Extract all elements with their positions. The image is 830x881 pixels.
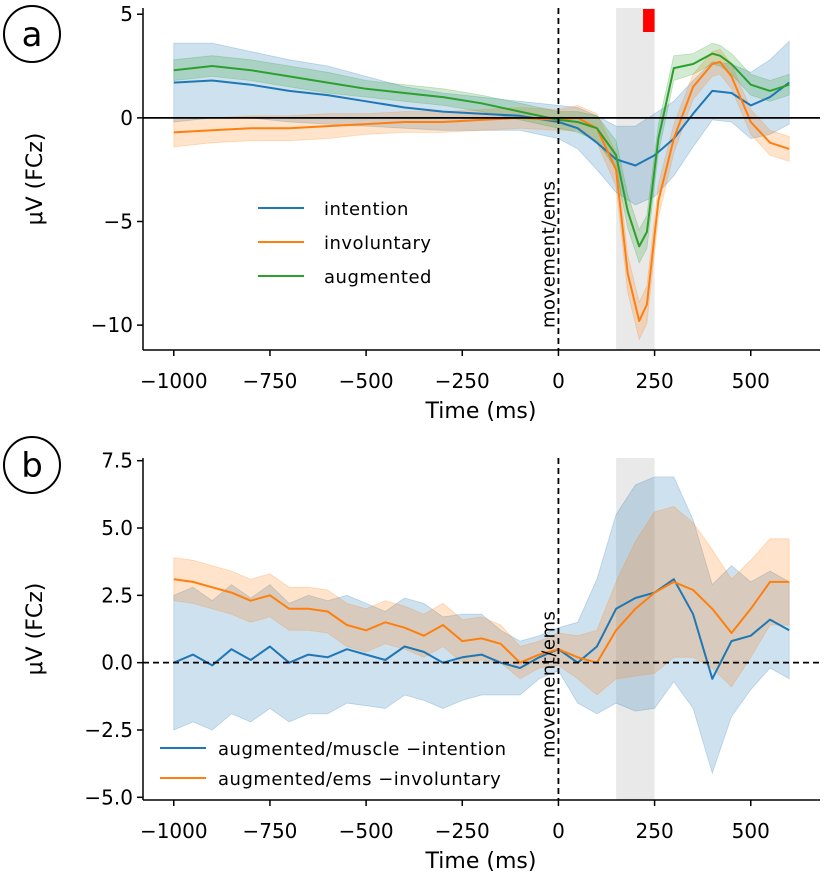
- x-axis-label: Time (ms): [425, 849, 537, 874]
- x-tick-label: −750: [242, 369, 297, 393]
- x-tick-label: −1000: [140, 369, 208, 393]
- y-tick-label: −5: [104, 209, 133, 233]
- x-tick-label: 0: [552, 369, 565, 393]
- panel-b: movement/ems −1000 −750 −500 −250 0 250 500 7.5 5…: [4, 437, 820, 874]
- panel-label: a: [22, 15, 43, 55]
- x-tick-label: 0: [552, 819, 565, 843]
- event-line-label: movement/ems: [538, 181, 559, 328]
- y-tick-label: 5: [120, 2, 133, 26]
- x-tick-label: −250: [435, 819, 490, 843]
- x-tick-label: 500: [732, 819, 770, 843]
- x-tick-label: −750: [242, 819, 297, 843]
- legend-entry: involuntary: [324, 233, 432, 254]
- x-tick-label: 250: [636, 819, 674, 843]
- panel-a: movement/ems −1000 −750 −500 −250 0 250 500 5 0 −5…: [4, 2, 820, 424]
- legend-entry: intention: [324, 199, 409, 220]
- legend-entry: augmented/muscle −intention: [218, 739, 507, 760]
- x-tick-label: −500: [339, 369, 394, 393]
- x-axis-label: Time (ms): [425, 399, 537, 424]
- y-axis-label: μV (FCz): [23, 133, 48, 226]
- y-tick-label: 0: [120, 106, 133, 130]
- x-tick-label: −1000: [140, 819, 208, 843]
- x-tick-label: 250: [636, 369, 674, 393]
- legend-entry: augmented/ems −involuntary: [218, 769, 501, 790]
- x-tick-label: −250: [435, 369, 490, 393]
- x-tick-label: −500: [339, 819, 394, 843]
- x-tick-label: 500: [732, 369, 770, 393]
- significance-marker: [643, 9, 655, 32]
- y-axis-label: μV (FCz): [23, 583, 48, 676]
- event-line-label: movement/ems: [538, 611, 559, 758]
- y-tick-label: 2.5: [101, 583, 133, 607]
- y-tick-label: 5.0: [101, 516, 133, 540]
- y-tick-label: −2.5: [84, 718, 133, 742]
- legend-entry: augmented: [324, 267, 432, 288]
- panel-label: b: [21, 446, 43, 486]
- y-tick-label: 0.0: [101, 651, 133, 675]
- y-tick-label: −10: [91, 313, 133, 337]
- y-tick-label: 7.5: [101, 449, 133, 473]
- y-tick-label: −5.0: [84, 785, 133, 809]
